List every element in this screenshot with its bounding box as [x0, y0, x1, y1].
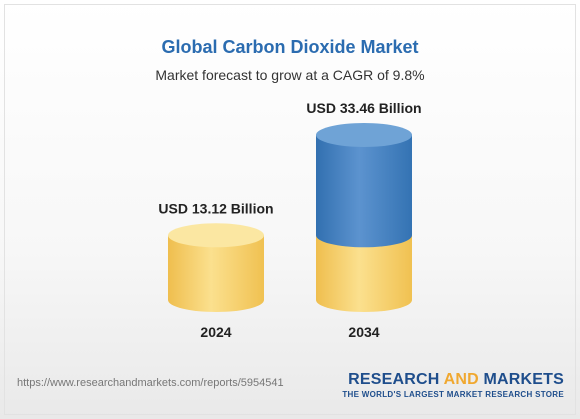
bar-2024-top — [168, 223, 264, 248]
brand-name: RESEARCH AND MARKETS — [348, 371, 564, 388]
bar-2034-growth-segment — [316, 135, 412, 248]
bar-2034-base-segment — [316, 235, 412, 312]
bar-2034-top — [316, 123, 412, 147]
brand-tagline: THE WORLD'S LARGEST MARKET RESEARCH STOR… — [342, 390, 564, 399]
value-label-2034: USD 33.46 Billion — [306, 100, 421, 116]
category-label-2034: 2034 — [348, 324, 379, 340]
chart-title: Global Carbon Dioxide Market — [161, 37, 419, 57]
bar-2024 — [168, 235, 264, 312]
brand-logo: RESEARCH AND MARKETS THE WORLD'S LARGEST… — [342, 371, 564, 399]
value-label-2024: USD 13.12 Billion — [158, 200, 273, 216]
source-url[interactable]: https://www.researchandmarkets.com/repor… — [17, 377, 284, 389]
category-label-2024: 2024 — [200, 324, 231, 340]
chart-subtitle: Market forecast to grow at a CAGR of 9.8… — [155, 67, 425, 83]
chart-frame — [4, 4, 576, 415]
